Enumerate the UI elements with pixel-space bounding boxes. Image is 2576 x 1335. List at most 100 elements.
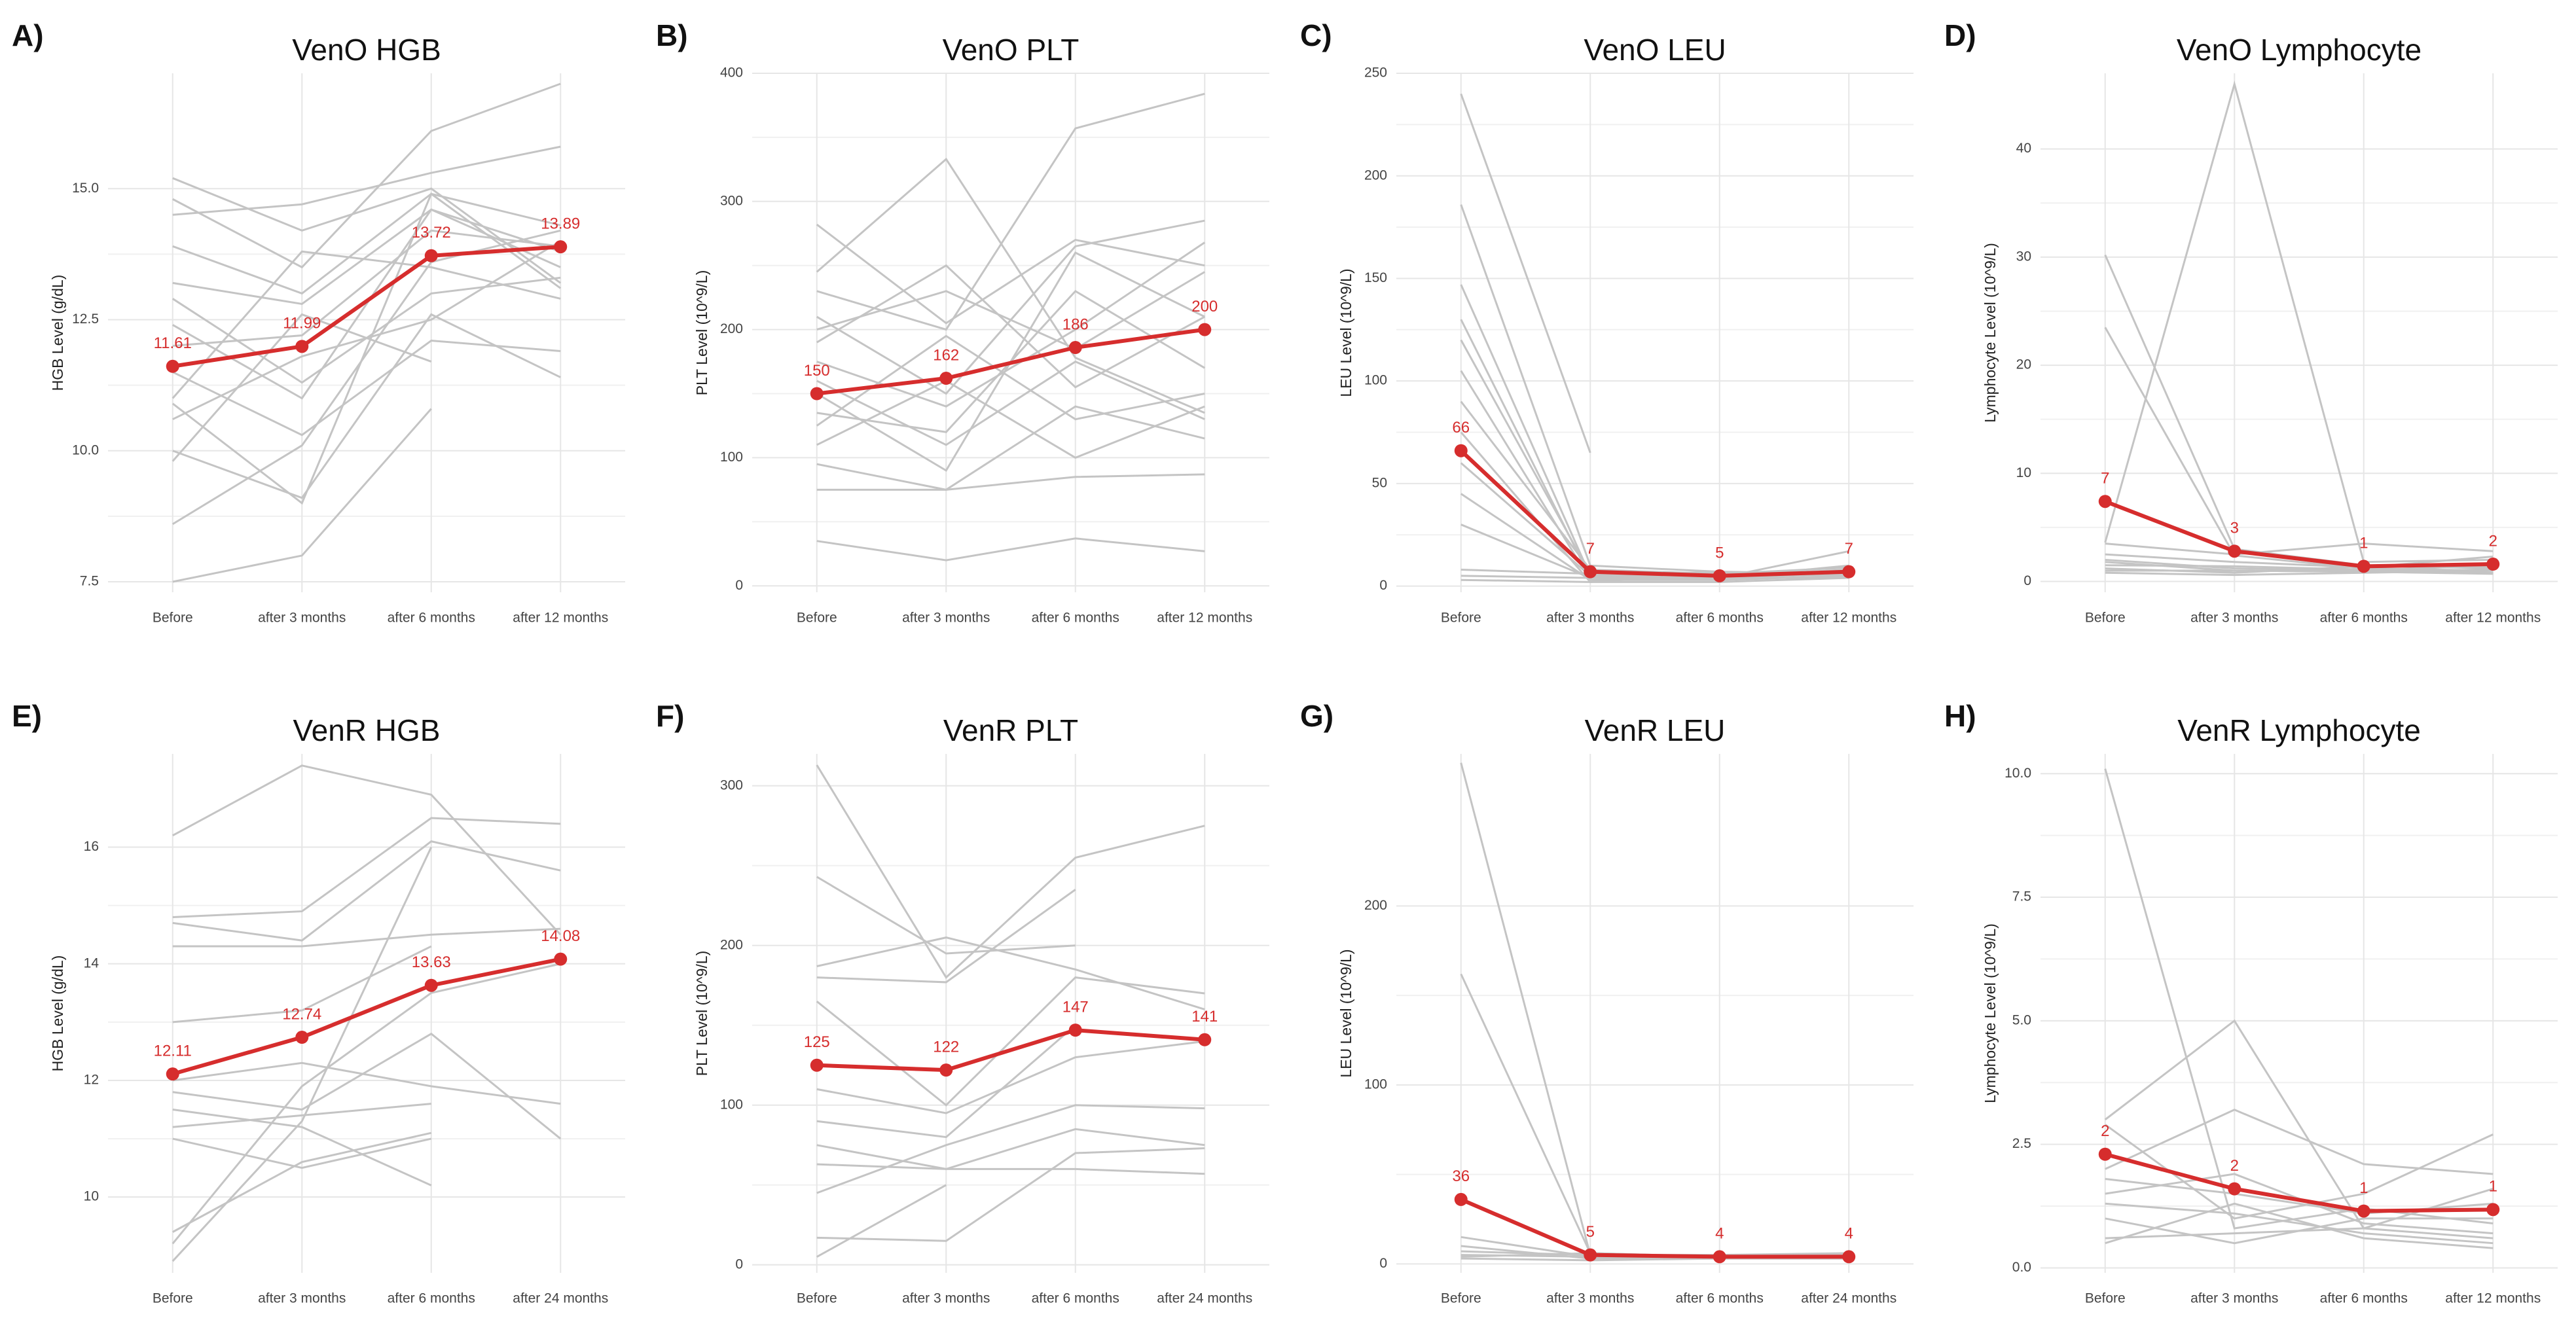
individual-line <box>816 1144 1205 1175</box>
individual-line <box>2104 254 2494 570</box>
individual-line <box>2105 553 2494 569</box>
mean-point <box>2098 495 2112 508</box>
x-tick-label: after 3 months <box>1546 611 1634 626</box>
panel-label: C) <box>1300 18 1332 52</box>
mean-point <box>1584 565 1597 578</box>
panel: 10 12 14 16 Before after 3 months after 6 mont… <box>12 699 625 1306</box>
individual-line <box>172 1032 562 1140</box>
individual-line <box>1460 204 1849 577</box>
chart-title: VenO PLT <box>943 33 1079 67</box>
value-label: 125 <box>804 1033 830 1051</box>
x-tick-label: Before <box>2085 1291 2126 1306</box>
individual-line <box>2105 543 2494 556</box>
x-tick-label: after 6 months <box>388 1291 475 1306</box>
chart-title: VenO Lymphocyte <box>2177 33 2422 67</box>
mean-point <box>810 387 824 400</box>
mean-point <box>939 1063 953 1077</box>
y-tick-label: 5.0 <box>2012 1012 2031 1027</box>
y-tick-label: 0.0 <box>2012 1260 2031 1275</box>
value-label: 7 <box>1586 540 1595 558</box>
y-tick-label: 300 <box>720 193 743 208</box>
value-label: 1 <box>2489 1178 2497 1196</box>
value-label: 11.61 <box>154 334 192 352</box>
x-tick-label: after 3 months <box>258 1291 346 1306</box>
mean-point <box>424 249 438 262</box>
individual-line <box>172 192 561 295</box>
y-axis-label: LEU Level (10^9/L) <box>1337 949 1354 1077</box>
individual-line <box>2104 1019 2494 1239</box>
y-tick-label: 250 <box>1364 65 1387 80</box>
value-label: 2 <box>2489 532 2497 550</box>
x-tick-label: Before <box>797 611 837 626</box>
mean-point <box>939 372 953 385</box>
x-tick-label: after 12 months <box>1801 611 1896 626</box>
individual-line <box>816 1184 947 1258</box>
mean-point <box>1842 1250 1856 1264</box>
x-tick-label: Before <box>2085 611 2126 626</box>
panel: 0 50 100 150 200 250 Before after 3 months after… <box>1300 18 1914 626</box>
panel-label: G) <box>1300 699 1333 733</box>
value-label: 66 <box>1452 419 1470 436</box>
individual-line <box>1460 462 1849 577</box>
mean-line <box>172 245 561 368</box>
value-label: 1 <box>2359 535 2368 552</box>
y-axis-label: PLT Level (10^9/L) <box>693 951 710 1077</box>
value-label: 7 <box>2101 470 2109 488</box>
x-tick-label: Before <box>153 611 193 626</box>
mean-point <box>554 952 568 966</box>
y-tick-label: 10 <box>84 1189 99 1204</box>
y-tick-label: 12.5 <box>72 312 99 327</box>
y-tick-label: 12 <box>84 1073 99 1088</box>
y-tick-label: 300 <box>720 777 743 792</box>
individual-line <box>172 840 561 942</box>
individual-line <box>816 157 1205 414</box>
mean-point <box>295 1031 309 1044</box>
y-tick-label: 7.5 <box>80 574 99 589</box>
individual-line <box>172 408 432 583</box>
value-label: 2 <box>2101 1122 2109 1140</box>
panel: 0 100 200 300 Before after 3 months after 6 mo… <box>656 699 1269 1306</box>
individual-line <box>172 208 561 400</box>
x-tick-label: after 12 months <box>513 611 608 626</box>
y-tick-label: 0 <box>1379 1256 1387 1271</box>
individual-line <box>2105 1109 2494 1175</box>
x-tick-label: after 12 months <box>2445 1291 2541 1306</box>
individual-line <box>1460 93 1591 454</box>
panel: 0 100 200 Before after 3 months after 6 month… <box>1300 699 1914 1306</box>
x-tick-label: after 24 months <box>1157 1291 1252 1306</box>
x-tick-label: Before <box>1441 611 1481 626</box>
panel: 7.5 10.0 12.5 15.0 Before after 3 months after… <box>12 18 625 626</box>
x-tick-label: after 6 months <box>1032 611 1119 626</box>
y-tick-label: 10 <box>2016 465 2031 480</box>
individual-line <box>172 1131 432 1233</box>
individual-line <box>172 927 561 948</box>
panel: 0 100 200 300 400 Before after 3 months after 6… <box>656 18 1269 626</box>
value-label: 12.11 <box>154 1042 192 1060</box>
value-label: 11.99 <box>283 315 321 332</box>
y-tick-label: 14 <box>84 955 100 970</box>
x-tick-label: after 12 months <box>1157 611 1252 626</box>
individual-line <box>816 976 1205 1107</box>
mean-point <box>1198 323 1212 336</box>
y-axis-label: HGB Level (g/dL) <box>49 275 66 391</box>
panel-label: B) <box>656 18 688 52</box>
mean-point <box>166 1067 179 1081</box>
value-label: 4 <box>1845 1225 1853 1243</box>
x-tick-label: Before <box>153 1291 193 1306</box>
chart-title: VenR LEU <box>1585 713 1726 747</box>
x-tick-label: after 12 months <box>2445 611 2541 626</box>
chart-title: VenO LEU <box>1584 33 1726 67</box>
individual-line <box>1460 493 1849 581</box>
individual-line <box>816 334 1205 427</box>
panel-label: F) <box>656 699 684 733</box>
value-label: 2 <box>2230 1157 2239 1175</box>
individual-line <box>172 945 432 1024</box>
individual-line <box>816 264 1205 389</box>
individual-line <box>816 876 1076 955</box>
individual-line <box>816 1147 1205 1242</box>
individual-line <box>172 145 561 216</box>
mean-point <box>1454 444 1468 457</box>
mean-point <box>810 1058 824 1072</box>
individual-line <box>172 276 561 384</box>
